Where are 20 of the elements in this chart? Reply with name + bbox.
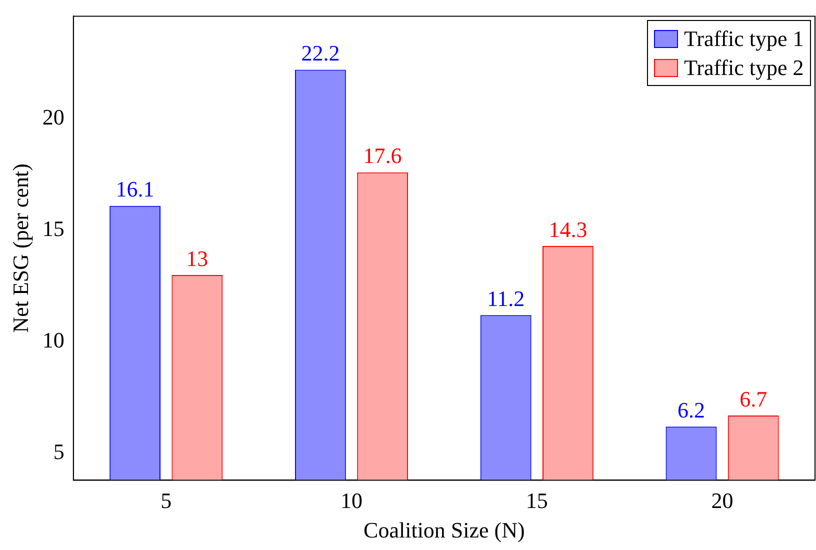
y-tick-label: 20 bbox=[42, 104, 64, 130]
data-label: 13 bbox=[186, 246, 208, 271]
data-label: 22.2 bbox=[301, 40, 340, 66]
data-label: 6.2 bbox=[677, 397, 705, 422]
legend-label: Traffic type 2 bbox=[684, 54, 804, 81]
data-label: 6.7 bbox=[740, 386, 768, 412]
data-label: 14.3 bbox=[548, 216, 588, 242]
y-axis-title: Net ESG (per cent) bbox=[8, 164, 33, 333]
y-tick-label: 5 bbox=[53, 439, 64, 464]
x-tick-label: 10 bbox=[340, 488, 362, 514]
data-label: 17.6 bbox=[363, 143, 402, 168]
data-label: 16.1 bbox=[116, 176, 154, 202]
x-axis-title: Coalition Size (N) bbox=[364, 518, 525, 543]
legend-label: Traffic type 1 bbox=[684, 26, 804, 52]
x-tick-label: 20 bbox=[711, 488, 734, 514]
y-tick-label: 15 bbox=[42, 216, 64, 242]
x-tick-label: 5 bbox=[160, 488, 172, 514]
x-tick-label: 15 bbox=[526, 488, 548, 514]
y-tick-label: 10 bbox=[42, 328, 64, 353]
data-label: 11.2 bbox=[487, 286, 525, 311]
